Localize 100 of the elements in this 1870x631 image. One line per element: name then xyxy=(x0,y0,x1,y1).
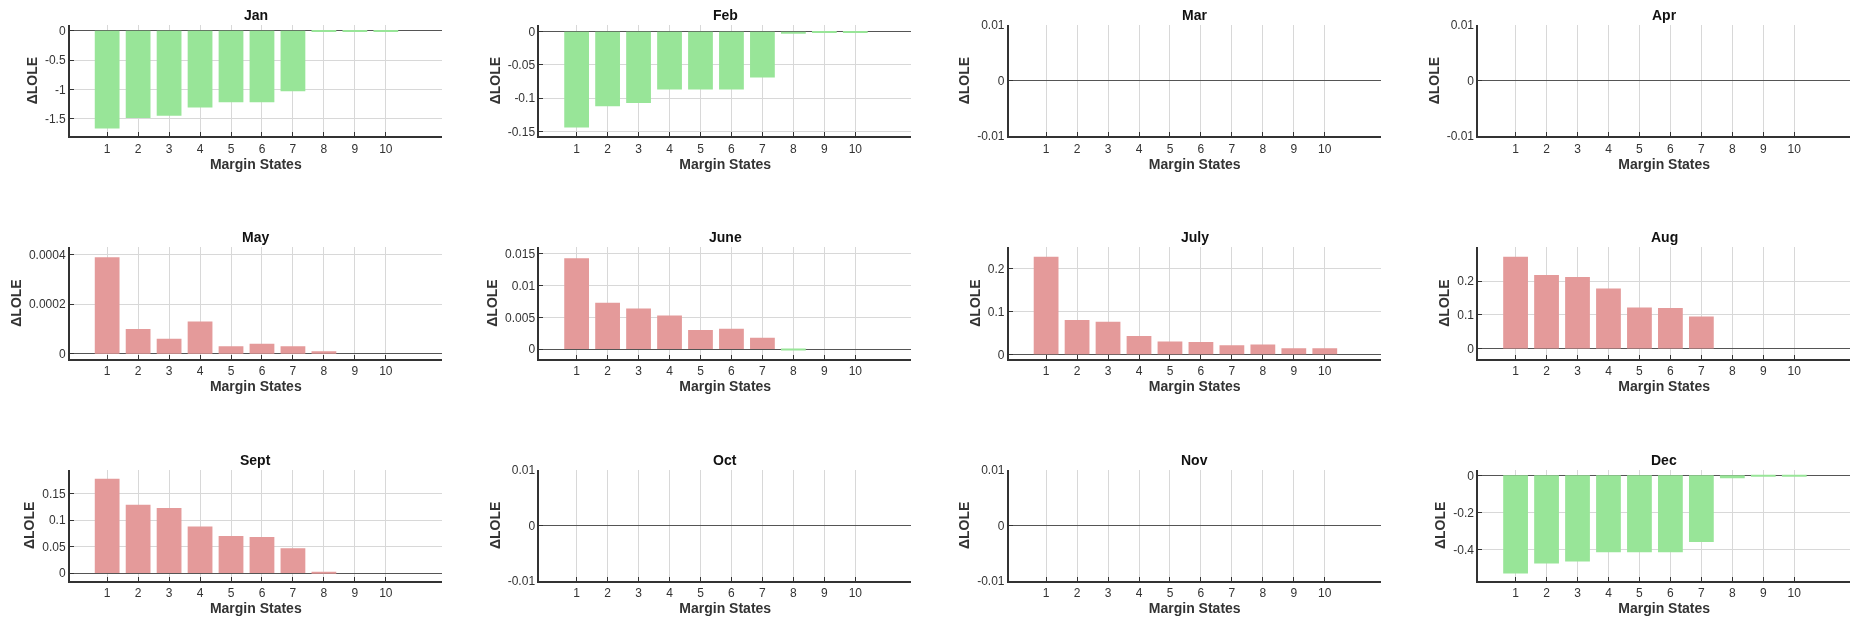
bar xyxy=(218,346,244,354)
x-tick-label: 3 xyxy=(165,586,173,601)
x-tick-label: 4 xyxy=(666,586,674,601)
chart-title: Aug xyxy=(1651,229,1679,245)
x-tick-label: 9 xyxy=(1290,364,1298,378)
x-tick-label: 2 xyxy=(604,141,612,156)
y-tick-label: 0.1 xyxy=(48,513,66,528)
bar xyxy=(1281,348,1307,355)
x-tick-label: 5 xyxy=(697,586,705,601)
bar xyxy=(1033,256,1059,355)
x-tick-label: 2 xyxy=(604,364,612,378)
x-tick-label: 8 xyxy=(790,141,798,156)
x-axis-title: Margin States xyxy=(209,600,302,617)
x-tick-label: 8 xyxy=(1728,141,1736,156)
chart-title: Jan xyxy=(244,7,269,23)
x-tick-label: 7 xyxy=(759,141,767,156)
x-tick-label: 7 xyxy=(1698,141,1706,156)
y-tick-label: 0.1 xyxy=(987,304,1005,319)
y-axis-title: ΔLOLE xyxy=(486,56,503,105)
x-tick-label: 1 xyxy=(573,364,581,378)
x-tick-label: 2 xyxy=(1073,586,1081,601)
y-tick-label: -0.01 xyxy=(977,129,1005,144)
y-tick-label: 0.2 xyxy=(987,261,1005,276)
y-tick-label: -0.01 xyxy=(507,574,536,589)
y-axis-title: ΔLOLE xyxy=(956,501,973,550)
y-tick-label: 0 xyxy=(997,73,1005,88)
x-tick-label: 10 xyxy=(379,141,393,156)
x-tick-label: 3 xyxy=(1574,141,1582,156)
x-tick-label: 6 xyxy=(258,586,266,601)
x-tick-label: 1 xyxy=(1042,141,1050,156)
chart-title: Dec xyxy=(1651,452,1677,468)
y-tick-label: 0 xyxy=(1467,341,1475,356)
bar xyxy=(626,308,651,350)
x-tick-label: 7 xyxy=(1228,586,1236,601)
y-tick-label: -0.05 xyxy=(507,58,536,73)
x-axis-title: Margin States xyxy=(679,155,772,172)
y-tick-label: 0 xyxy=(997,518,1005,533)
x-tick-label: 10 xyxy=(1787,141,1802,156)
x-tick-label: 1 xyxy=(1512,364,1520,378)
x-tick-label: 2 xyxy=(1543,586,1551,601)
x-tick-label: 8 xyxy=(1259,364,1267,378)
x-tick-label: 2 xyxy=(134,586,142,601)
x-tick-label: 5 xyxy=(1636,141,1644,156)
x-tick-label: 5 xyxy=(1166,141,1174,156)
x-tick-label: 4 xyxy=(1605,141,1613,156)
x-tick-label: 4 xyxy=(1605,364,1613,378)
chart-title: May xyxy=(242,229,270,245)
chart-title: Mar xyxy=(1182,7,1208,23)
x-tick-label: 4 xyxy=(666,364,674,378)
x-tick-label: 2 xyxy=(134,364,142,378)
y-axis-title: ΔLOLE xyxy=(1432,501,1449,550)
x-axis-title: Margin States xyxy=(1148,600,1241,617)
x-tick-label: 4 xyxy=(196,586,204,601)
bar xyxy=(187,526,213,574)
y-tick-label: 0.01 xyxy=(981,463,1005,477)
bar xyxy=(187,321,213,354)
bar xyxy=(1157,341,1183,355)
x-tick-label: 6 xyxy=(728,364,736,378)
x-tick-label: 5 xyxy=(697,364,705,378)
bar xyxy=(564,258,590,350)
x-tick-label: 10 xyxy=(1318,586,1332,601)
x-axis-title: Margin States xyxy=(1148,378,1241,394)
x-tick-label: 8 xyxy=(320,141,328,156)
x-tick-label: 10 xyxy=(1787,586,1802,601)
y-tick-label: 0.0002 xyxy=(28,297,66,312)
x-tick-label: 8 xyxy=(1728,586,1736,601)
x-tick-label: 6 xyxy=(728,586,736,601)
y-tick-label: 0.15 xyxy=(42,486,66,501)
y-tick-label: 0 xyxy=(58,346,66,361)
x-tick-label: 3 xyxy=(165,141,173,156)
bar xyxy=(595,302,620,350)
y-axis-title: ΔLOLE xyxy=(486,501,503,550)
x-tick-label: 10 xyxy=(848,364,863,378)
x-tick-label: 10 xyxy=(379,364,393,378)
x-tick-label: 3 xyxy=(1574,364,1582,378)
y-axis-title: ΔLOLE xyxy=(1425,56,1442,105)
x-tick-label: 9 xyxy=(1290,586,1298,601)
bar xyxy=(1064,320,1090,355)
x-axis-title: Margin States xyxy=(1618,378,1711,394)
x-tick-label: 7 xyxy=(1698,586,1706,601)
x-tick-label: 3 xyxy=(1104,586,1112,601)
y-axis-title: ΔLOLE xyxy=(1436,279,1453,327)
x-tick-label: 7 xyxy=(289,364,297,378)
x-tick-label: 9 xyxy=(1759,141,1767,156)
y-tick-label: -0.5 xyxy=(44,53,66,68)
bar xyxy=(280,548,306,574)
chart-title: Sept xyxy=(240,452,271,468)
x-tick-label: 8 xyxy=(790,586,798,601)
x-tick-label: 6 xyxy=(1667,586,1675,601)
y-axis-title: ΔLOLE xyxy=(484,279,501,327)
bar xyxy=(94,478,120,574)
y-tick-label: 0 xyxy=(1467,73,1475,88)
y-tick-label: -0.2 xyxy=(1453,505,1475,520)
x-tick-label: 9 xyxy=(821,141,828,156)
x-tick-label: 3 xyxy=(635,141,643,156)
chart-title: Nov xyxy=(1181,452,1208,468)
y-axis-title: ΔLOLE xyxy=(21,501,38,550)
bar xyxy=(249,343,275,354)
y-tick-label: 0.01 xyxy=(511,463,536,477)
y-tick-label: 0 xyxy=(528,342,536,357)
